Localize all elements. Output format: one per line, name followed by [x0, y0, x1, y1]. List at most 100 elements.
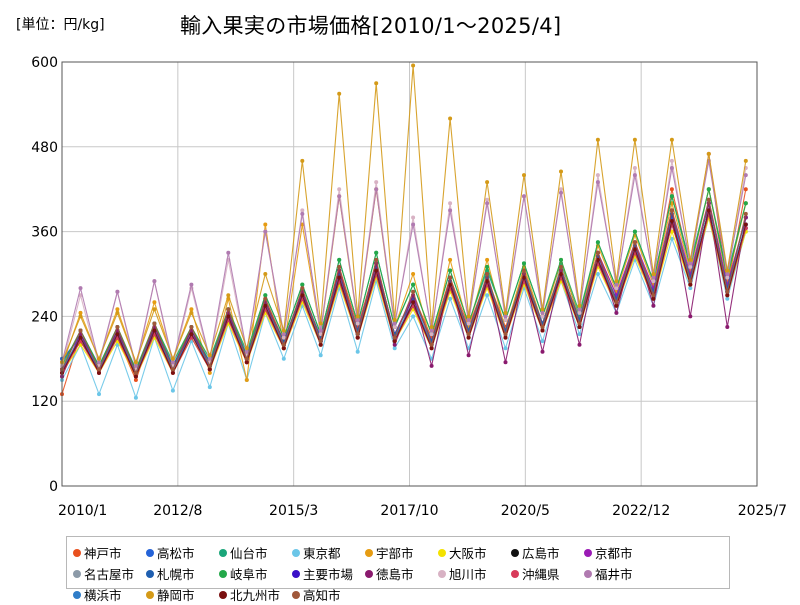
legend-label: 徳島市 — [376, 567, 414, 582]
series-point — [669, 166, 674, 170]
series-point — [318, 342, 323, 347]
series-point — [614, 279, 619, 284]
series-point — [226, 293, 231, 298]
series-point — [300, 158, 305, 163]
series-point — [78, 328, 83, 333]
series-point — [669, 219, 674, 223]
series-point — [374, 257, 379, 262]
series-point — [189, 325, 194, 329]
series-3 — [60, 215, 748, 400]
series-point — [614, 300, 619, 305]
series-point — [743, 201, 748, 206]
series-point — [97, 370, 101, 375]
series-point — [263, 272, 268, 276]
series-15 — [60, 158, 748, 368]
x-tick-label: 2022/12 — [612, 503, 670, 519]
series-point — [577, 332, 582, 337]
legend-item: 横浜市 — [73, 584, 146, 605]
y-tick-label: 240 — [31, 309, 58, 325]
legend-item: 宇部市 — [365, 542, 438, 563]
series-point — [632, 166, 637, 170]
series-point — [651, 272, 656, 276]
series-point — [503, 314, 508, 319]
series-point — [485, 257, 490, 262]
series-point — [429, 325, 434, 329]
series-point — [559, 190, 563, 195]
series-point — [540, 307, 545, 312]
series-point — [725, 289, 730, 294]
legend-item: 仙台市 — [219, 542, 292, 563]
series-point — [355, 317, 360, 322]
legend-marker — [146, 548, 154, 557]
series-point — [300, 211, 305, 216]
series-point — [318, 328, 323, 333]
legend: 神戸市 高松市 仙台市 東京都 宇部市 大阪市 広島市 京都市 名古屋市 札幌市 岐阜市 主要市場 徳島… — [66, 536, 730, 603]
series-point — [522, 261, 526, 266]
unit-label: [単位：円/kg] — [16, 17, 105, 33]
series-point — [281, 328, 286, 333]
series-point — [97, 356, 101, 361]
chart-title: 輸入果実の市場価格[2010/1～2025/4] — [180, 14, 562, 38]
series-point — [706, 187, 711, 192]
legend-marker — [365, 569, 373, 578]
series-point — [133, 374, 138, 379]
series-point — [743, 158, 748, 163]
legend-marker — [292, 590, 300, 599]
series-line — [61, 210, 747, 378]
series-point — [743, 187, 748, 192]
series-point — [78, 314, 83, 319]
series-point — [743, 173, 748, 178]
series-point — [263, 296, 268, 301]
series-point — [152, 307, 157, 312]
series-point — [522, 173, 526, 178]
series-point — [448, 275, 453, 280]
series-point — [595, 272, 600, 276]
series-point — [725, 272, 730, 276]
legend-marker — [219, 569, 227, 578]
legend-item: 神戸市 — [73, 542, 146, 563]
series-point — [207, 367, 212, 372]
series-point — [170, 370, 175, 375]
series-point — [651, 293, 656, 298]
x-tick-label: 2012/8 — [153, 503, 202, 519]
series-point — [170, 388, 175, 393]
series-point — [78, 286, 83, 291]
series-point — [559, 169, 563, 174]
series-point — [281, 335, 286, 340]
series-point — [448, 257, 453, 262]
series-point — [374, 268, 379, 273]
series-point — [281, 332, 286, 337]
legend-item: 高松市 — [146, 542, 219, 563]
series-point — [688, 279, 693, 284]
series-point — [170, 356, 175, 361]
series-point — [337, 257, 342, 262]
series-point — [503, 346, 508, 351]
legend-label: 東京都 — [303, 546, 341, 561]
legend-item: 旭川市 — [438, 563, 511, 584]
series-point — [244, 356, 249, 361]
series-point — [189, 307, 194, 312]
series-point — [559, 187, 563, 192]
series-point — [669, 137, 674, 142]
legend-marker — [292, 569, 300, 578]
series-point — [207, 363, 212, 368]
y-tick-label: 360 — [31, 225, 58, 241]
series-point — [540, 349, 545, 354]
legend-item: 京都市 — [584, 542, 657, 563]
legend-item: 高知市 — [292, 584, 365, 605]
series-point — [429, 328, 434, 333]
series-point — [97, 367, 101, 372]
series-point — [669, 194, 674, 199]
legend-item: 名古屋市 — [73, 563, 146, 584]
series-point — [392, 339, 397, 344]
legend-marker — [73, 590, 81, 599]
series-point — [651, 275, 656, 280]
series-point — [115, 307, 120, 312]
legend-label: 宇部市 — [376, 546, 414, 561]
series-point — [411, 314, 416, 319]
legend-label: 北九州市 — [230, 588, 281, 603]
series-point — [743, 211, 748, 216]
series-point — [485, 180, 490, 185]
series-line — [61, 203, 747, 379]
series-point — [595, 180, 600, 185]
